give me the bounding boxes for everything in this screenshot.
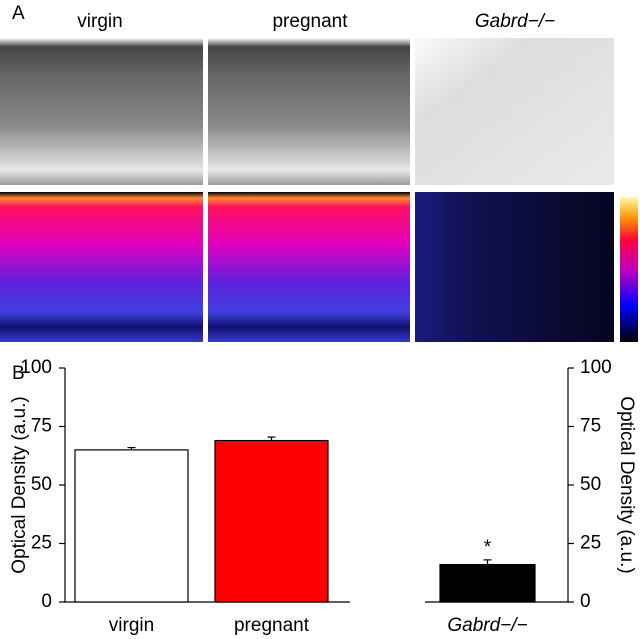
y-tick-label: 100	[20, 357, 52, 378]
bar	[214, 439, 329, 603]
x-tick-label: virgin	[109, 615, 154, 636]
y-tick-label: 50	[31, 474, 52, 495]
column-title: virgin	[77, 11, 122, 32]
y-tick-label: 50	[580, 474, 601, 495]
x-tick-label: Gabrd−/−	[447, 615, 527, 636]
bar	[74, 449, 189, 603]
y-tick-label: 25	[31, 533, 52, 554]
panel-label: B	[12, 363, 25, 384]
panel-label: A	[12, 3, 25, 24]
column-title: Gabrd−/−	[475, 11, 555, 32]
y-tick-label: 25	[580, 533, 601, 554]
y-axis-label: Optical Density (a.u.)	[616, 396, 637, 573]
x-tick-label: pregnant	[234, 615, 310, 636]
heatmap	[0, 192, 203, 342]
heatmap	[208, 192, 410, 342]
micrograph	[0, 38, 203, 185]
y-tick-label: 0	[580, 591, 591, 612]
y-axis-label: Optical Density (a.u.)	[9, 396, 30, 573]
micrograph	[415, 38, 614, 185]
y-tick-label: 0	[41, 591, 52, 612]
y-tick-label: 100	[580, 357, 612, 378]
column-title: pregnant	[272, 11, 348, 32]
y-tick-label: 75	[31, 416, 52, 437]
y-tick-label: 75	[580, 416, 601, 437]
bar	[439, 563, 536, 603]
color-scale	[620, 197, 638, 342]
significance-marker: *	[484, 537, 492, 558]
heatmap	[415, 192, 614, 342]
micrograph	[208, 38, 410, 185]
